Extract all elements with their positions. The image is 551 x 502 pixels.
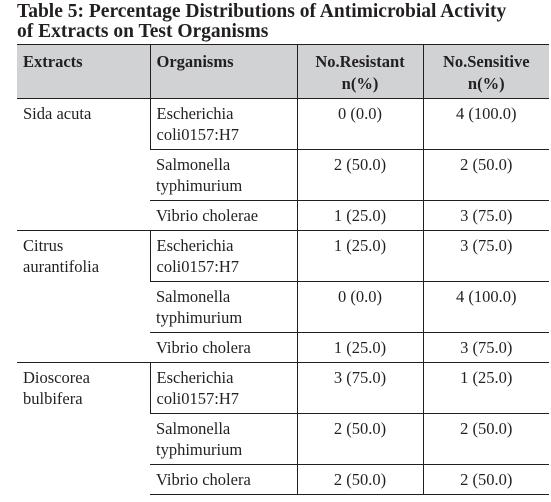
organism-cell: Vibrio cholera (150, 464, 297, 495)
resistant-cell: 2 (50.0) (296, 464, 423, 495)
table-row: Vibrio cholera 1 (25.0) 3 (75.0) (17, 332, 549, 363)
organism-line1: Escherichia (156, 104, 234, 123)
resistant-cell: 1 (25.0) (296, 200, 423, 231)
organism-line2: typhimurium (156, 440, 243, 459)
extract-cell: Sida acuta (17, 98, 150, 231)
extract-name-line1: Dioscorea (23, 368, 90, 387)
table-row: Salmonella typhimurium 0 (0.0) 4 (100.0) (17, 281, 549, 333)
table-row: Dioscorea bulbifera Escherichia coli0157… (17, 362, 549, 495)
organism-line1: Escherichia (156, 236, 234, 255)
resistant-cell: 3 (75.0) (296, 362, 423, 414)
antimicrobial-table: Extracts Organisms No.Resistant n(%) No.… (17, 44, 549, 495)
resistant-cell: 2 (50.0) (296, 413, 423, 465)
extract-name-line1: Sida acuta (23, 104, 92, 123)
organism-line2: coli0157:H7 (156, 125, 240, 144)
extract-name-line2: aurantifolia (23, 257, 100, 276)
resistant-cell: 1 (25.0) (296, 332, 423, 363)
organism-line1: Vibrio cholera (156, 338, 251, 357)
organism-line2: typhimurium (156, 176, 243, 195)
header-sensitive-line2: n(%) (467, 74, 505, 93)
organism-line1: Vibrio cholera (156, 470, 251, 489)
table-header: Extracts Organisms No.Resistant n(%) No.… (17, 44, 549, 99)
organism-cell: Vibrio cholera (150, 332, 297, 363)
header-extracts: Extracts (17, 44, 150, 99)
sensitive-cell: 2 (50.0) (422, 149, 549, 201)
header-sensitive-line1: No.Sensitive (442, 52, 530, 71)
organism-cell: Salmonella typhimurium (150, 413, 297, 465)
table-row: Vibrio cholera 2 (50.0) 2 (50.0) (17, 464, 549, 495)
sensitive-cell: 4 (100.0) (422, 98, 549, 150)
extract-name-line2: bulbifera (23, 389, 83, 408)
organism-cell: Salmonella typhimurium (150, 281, 297, 333)
organism-cell: Vibrio cholerae (150, 200, 297, 231)
resistant-cell: 2 (50.0) (296, 149, 423, 201)
table-row: Vibrio cholerae 1 (25.0) 3 (75.0) (17, 200, 549, 231)
organism-cell: Escherichia coli0157:H7 (149, 98, 297, 150)
resistant-cell: 1 (25.0) (296, 230, 423, 282)
header-sensitive: No.Sensitive n(%) (422, 44, 549, 99)
organism-line2: coli0157:H7 (156, 257, 240, 276)
table-row: Salmonella typhimurium 2 (50.0) 2 (50.0) (17, 149, 549, 201)
sensitive-cell: 4 (100.0) (422, 281, 549, 333)
header-resistant-line1: No.Resistant (315, 52, 405, 71)
organism-line1: Salmonella (156, 287, 231, 306)
organism-cell: Escherichia coli0157:H7 (149, 362, 297, 414)
resistant-cell: 0 (0.0) (296, 98, 423, 150)
organism-line1: Vibrio cholerae (156, 206, 259, 225)
organism-line2: typhimurium (156, 308, 243, 327)
table-row: Salmonella typhimurium 2 (50.0) 2 (50.0) (17, 413, 549, 465)
resistant-cell: 0 (0.0) (296, 281, 423, 333)
extract-name-line1: Citrus (23, 236, 64, 255)
sensitive-cell: 3 (75.0) (422, 230, 549, 282)
header-resistant: No.Resistant n(%) (296, 44, 423, 99)
extract-cell: Dioscorea bulbifera (17, 362, 150, 495)
sensitive-cell: 3 (75.0) (422, 200, 549, 231)
table-row: Sida acuta Escherichia coli0157:H7 0 (0.… (17, 98, 549, 231)
sensitive-cell: 1 (25.0) (422, 362, 549, 414)
header-organisms: Organisms (149, 44, 297, 99)
organism-line1: Salmonella (156, 419, 231, 438)
organism-cell: Escherichia coli0157:H7 (149, 230, 297, 282)
table-row: Citrus aurantifolia Escherichia coli0157… (17, 230, 549, 363)
organism-line2: coli0157:H7 (156, 389, 240, 408)
organism-cell: Salmonella typhimurium (150, 149, 297, 201)
organism-line1: Salmonella (156, 155, 231, 174)
sensitive-cell: 2 (50.0) (422, 464, 549, 495)
table-caption: Table 5: Percentage Distributions of Ant… (17, 2, 549, 41)
sensitive-cell: 2 (50.0) (422, 413, 549, 465)
sensitive-cell: 3 (75.0) (422, 332, 549, 363)
caption-line-2: of Extracts on Test Organisms (17, 20, 269, 42)
caption-line-1: Table 5: Percentage Distributions of Ant… (17, 1, 507, 22)
table-body: Sida acuta Escherichia coli0157:H7 0 (0.… (17, 98, 549, 495)
header-resistant-line2: n(%) (341, 74, 379, 93)
extract-cell: Citrus aurantifolia (17, 230, 150, 363)
organism-line1: Escherichia (156, 368, 234, 387)
